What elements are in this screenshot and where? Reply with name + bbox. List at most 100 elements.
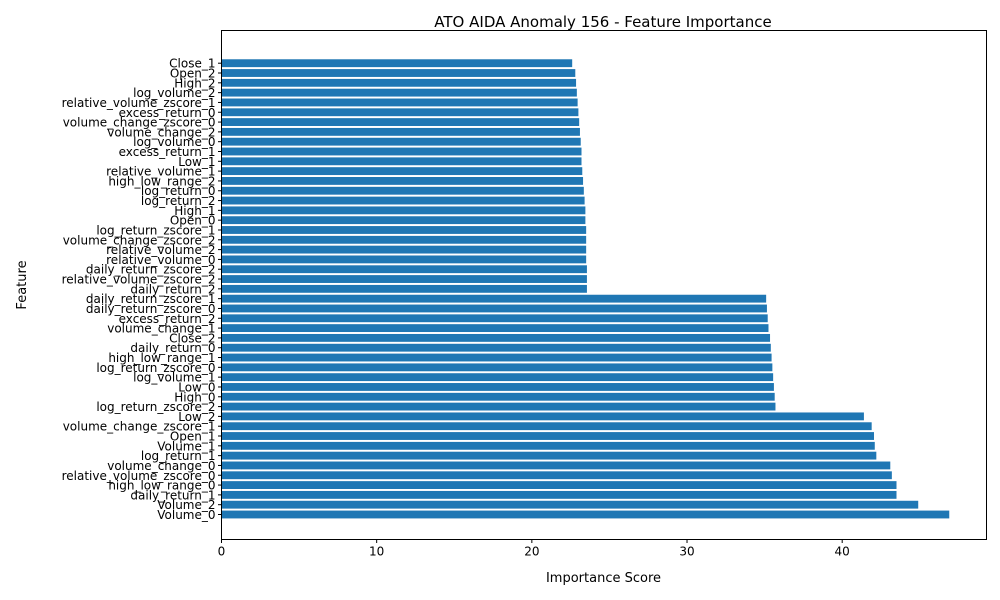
bar — [221, 510, 950, 519]
y-axis-label: Feature — [15, 260, 30, 309]
y-tick-label: High_2 — [174, 76, 215, 90]
y-tick-label: log_return_2 — [141, 194, 216, 208]
bar — [221, 127, 580, 136]
bar — [221, 471, 892, 480]
bar — [221, 98, 578, 107]
y-tick-label: Close_1 — [169, 57, 215, 71]
y-tick-label: daily_return_0 — [130, 341, 215, 355]
bar — [221, 343, 771, 352]
y-tick-label: log_return_0 — [141, 184, 216, 198]
bar — [221, 481, 897, 489]
y-tick-label: high_low_range_1 — [108, 351, 215, 365]
x-axis-label: Importance Score — [546, 571, 661, 586]
y-tick-label: volume_change_2 — [107, 125, 215, 139]
y-tick-label: relative_volume_2 — [106, 243, 215, 257]
y-tick-label: volume_change_zscore_2 — [63, 233, 216, 247]
x-axis: 0 10 20 30 40 — [218, 539, 850, 559]
y-tick-label: daily_return_zscore_2 — [86, 263, 216, 277]
y-tick-label: volume_change_1 — [107, 322, 215, 336]
y-tick-label: daily_return_2 — [130, 282, 215, 296]
bar — [221, 108, 579, 117]
y-tick-label: excess_return_2 — [119, 312, 216, 326]
bar — [221, 392, 775, 401]
y-tick-label: Volume_1 — [157, 439, 215, 453]
y-tick-label: log_return_zscore_1 — [96, 223, 215, 237]
bar — [221, 196, 585, 205]
y-tick-label: daily_return_zscore_0 — [86, 302, 216, 316]
bar — [221, 245, 587, 254]
y-tick-label: excess_return_1 — [119, 145, 216, 159]
bar — [221, 167, 583, 176]
bar — [221, 186, 584, 195]
y-tick-label: relative_volume_zscore_0 — [62, 469, 216, 483]
bar — [221, 137, 581, 146]
bar — [221, 157, 582, 166]
y-tick-label: high_low_range_0 — [108, 479, 215, 493]
bar — [221, 206, 586, 215]
y-tick-label: relative_volume_zscore_1 — [62, 96, 216, 110]
bar — [221, 383, 774, 391]
y-tick-label: Open_0 — [170, 214, 216, 228]
plot-frame — [221, 30, 987, 540]
y-tick-label: daily_return_1 — [130, 488, 215, 502]
bar — [221, 353, 772, 362]
bar — [221, 177, 584, 185]
bar — [221, 451, 877, 460]
y-tick-label: Open_1 — [170, 430, 216, 444]
bar — [221, 363, 773, 372]
bars-group — [221, 59, 950, 519]
bar — [221, 490, 897, 499]
y-tick-label: relative_volume_1 — [106, 165, 215, 179]
bar — [221, 500, 919, 509]
bar — [221, 373, 774, 382]
y-tick-label: log_volume_2 — [133, 86, 215, 100]
bar — [221, 314, 768, 323]
bar — [221, 88, 577, 97]
bar — [221, 226, 587, 234]
bar — [221, 333, 771, 342]
bar — [221, 78, 577, 87]
bar — [221, 59, 573, 68]
bar — [221, 235, 587, 244]
y-tick-label: Low_2 — [178, 410, 215, 424]
bar — [221, 294, 767, 303]
y-tick-label: daily_return_zscore_1 — [86, 292, 216, 306]
chart-title: ATO AIDA Anomaly 156 - Feature Importanc… — [434, 13, 771, 31]
y-tick-label: volume_change_zscore_1 — [63, 420, 216, 434]
y-tick-label: Close_2 — [169, 331, 215, 345]
y-tick-label: relative_volume_zscore_2 — [62, 273, 216, 287]
y-tick-label: Volume_0 — [157, 508, 215, 522]
y-tick-label: high_low_range_2 — [108, 174, 215, 188]
y-tick-label: relative_volume_0 — [106, 253, 215, 267]
y-tick-labels: Close_1Open_2High_2log_volume_2relative_… — [62, 57, 222, 522]
y-tick-label: log_volume_1 — [133, 371, 215, 385]
bar — [221, 412, 864, 421]
x-tick-label: 0 — [218, 545, 226, 559]
bar — [221, 69, 576, 77]
bar — [221, 216, 586, 225]
bar — [221, 324, 769, 333]
bar — [221, 284, 587, 293]
bar — [221, 118, 580, 126]
y-tick-label: excess_return_0 — [119, 106, 216, 120]
bar — [221, 461, 891, 470]
y-tick-label: log_volume_0 — [133, 135, 215, 149]
bar — [221, 265, 587, 274]
bar — [221, 432, 874, 440]
y-tick-label: log_return_1 — [141, 449, 216, 463]
y-tick-label: Low_0 — [178, 380, 215, 394]
y-tick-label: log_return_zscore_0 — [96, 361, 215, 375]
x-tick-label: 40 — [835, 545, 850, 559]
y-tick-label: High_1 — [174, 204, 215, 218]
bar — [221, 275, 587, 283]
bar — [221, 422, 872, 431]
bar — [221, 304, 767, 313]
y-tick-label: Open_2 — [170, 67, 216, 81]
x-tick-label: 10 — [369, 545, 384, 559]
y-tick-label: High_0 — [174, 390, 215, 404]
bar — [221, 147, 582, 156]
x-tick-label: 20 — [524, 545, 539, 559]
y-tick-label: volume_change_0 — [107, 459, 215, 473]
bar — [221, 441, 875, 450]
